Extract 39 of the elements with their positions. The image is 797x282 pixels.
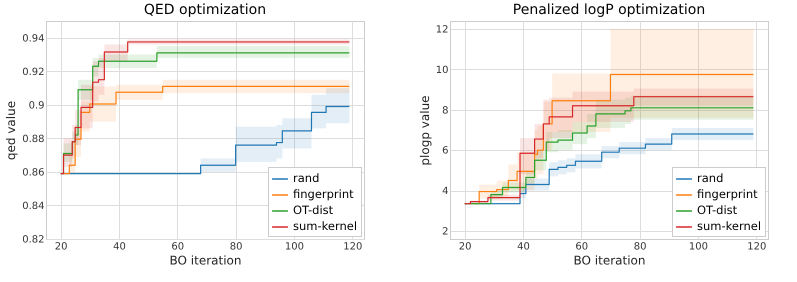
legend-label: sum-kernel [697,219,762,233]
y-tick-label: 6 [442,146,448,157]
legend-label: fingerprint [293,187,354,201]
legend-label: fingerprint [697,187,758,201]
y-tick-label: 0.84 [22,200,44,212]
x-axis-title: BO iteration [170,254,242,268]
y-tick-label: 2 [442,226,448,238]
y-tick-label: 12 [436,24,448,36]
x-tick-label: 60 [575,242,588,252]
legend-label: sum-kernel [293,219,358,233]
legend-label: OT-dist [697,203,738,217]
x-tick-label: 20 [458,242,472,252]
y-tick-label: 0.94 [22,33,44,44]
x-tick-label: 80 [634,242,646,252]
x-tick-label: 80 [230,242,242,252]
x-tick-label: 100 [688,242,708,252]
y-axis-title: qed value [4,100,18,160]
x-tick-label: 120 [343,242,362,252]
x-tick-label: 20 [54,242,68,252]
y-axis-title: plogp value [418,95,432,166]
x-tick-label: 40 [517,242,530,252]
x-tick-label: 40 [113,242,126,252]
x-tick-label: 120 [747,242,766,252]
y-tick-label: 4 [442,186,448,198]
x-axis-title: BO iteration [574,254,646,268]
x-tick-label: 100 [284,242,304,252]
chart-title: Penalized logP optimization [512,2,706,18]
y-tick-label: 0.82 [22,234,44,246]
y-tick-label: 0.9 [28,100,44,112]
legend-label: rand [293,171,320,185]
legend-label: OT-dist [293,203,334,217]
legend-label: rand [697,171,724,185]
y-tick-label: 0.86 [22,167,44,178]
y-tick-label: 10 [436,64,448,76]
y-tick-label: 0.88 [22,134,44,145]
y-tick-label: 8 [442,105,448,116]
x-tick-label: 60 [171,242,184,252]
y-tick-label: 0.92 [22,66,44,78]
chart-title: QED optimization [144,2,266,18]
